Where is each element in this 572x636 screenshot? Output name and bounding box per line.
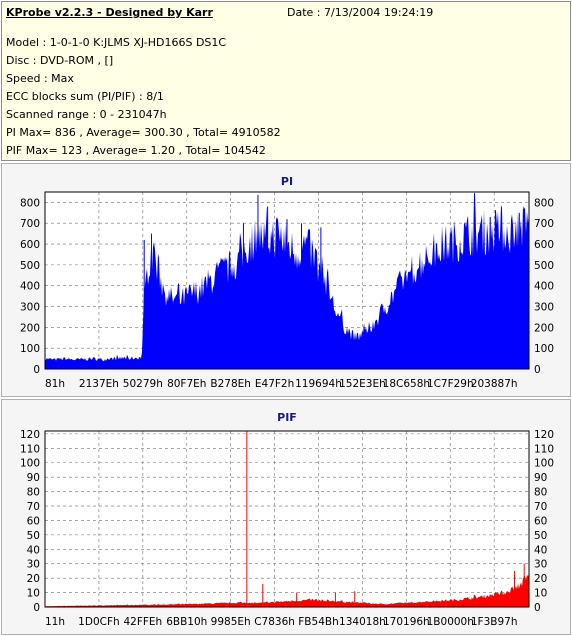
pif-ytick-label-right: 50	[534, 530, 547, 542]
pi-ytick-label-right: 800	[534, 197, 554, 209]
pif-ytick-label-left: 80	[27, 487, 40, 499]
pi-chart-panel: PI 0 0 100 100 200 200 300 300 400 400 500 500 600 600…	[1, 163, 571, 397]
pi-ytick-label-right: 100	[534, 343, 554, 355]
pi-plot-frame	[44, 191, 530, 370]
pif-xtick-label: 1B0000h	[427, 616, 474, 628]
app-title: KProbe v2.2.3 - Designed by Karr	[6, 6, 213, 19]
pi-xtick-label: 81h	[45, 378, 65, 390]
pif-ytick-label-right: 90	[534, 472, 547, 484]
info-range: Scanned range : 0 - 231047h	[6, 108, 167, 121]
pi-ytick-label-right: 500	[534, 260, 554, 272]
pi-ytick-label-left: 0	[33, 364, 40, 376]
pif-ytick-label-left: 10	[27, 588, 40, 600]
pif-chart-panel: PIF 0 0 10 10 20 20 30 30 40 40 50 50 60 60 70 70 80 80 90 9…	[1, 399, 571, 635]
pi-xtick-label: 203887h	[471, 378, 518, 390]
pi-ytick-label-left: 300	[20, 302, 40, 314]
scan-date: Date : 7/13/2004 19:24:19	[287, 6, 434, 19]
pi-xtick-label: E47F2h	[255, 378, 294, 390]
pif-xtick-label: C7836h	[254, 616, 295, 628]
pi-ytick-label-right: 200	[534, 322, 554, 334]
pi-ytick-label-left: 100	[20, 343, 40, 355]
pif-chart-title: PIF	[277, 411, 297, 424]
pi-ytick-label-left: 600	[20, 239, 40, 251]
pif-ytick-label-left: 120	[20, 429, 40, 441]
info-ecc: ECC blocks sum (PI/PIF) : 8/1	[6, 90, 164, 103]
pif-chart: PIF 0 0 10 10 20 20 30 30 40 40 50 50 60 60 70 70 80 80 90 9…	[20, 411, 554, 628]
pif-ytick-label-left: 20	[27, 573, 40, 585]
info-model: Model : 1-0-1-0 K:JLMS XJ-HD166S DS1C	[6, 36, 227, 49]
pi-xtick-label: 2137Eh	[79, 378, 119, 390]
info-panel: KProbe v2.2.3 - Designed by Karr Date : …	[1, 1, 571, 161]
pi-ytick-label-left: 700	[20, 218, 40, 230]
pif-ytick-label-right: 20	[534, 573, 547, 585]
pif-xtick-label: 134018h	[339, 616, 386, 628]
pif-ytick-label-left: 70	[27, 501, 40, 513]
pi-xtick-label: 80F7Eh	[167, 378, 206, 390]
pif-ytick-label-left: 100	[20, 458, 40, 470]
pi-xtick-label: 50279h	[123, 378, 163, 390]
pi-chart: PI 0 0 100 100 200 200 300 300 400 400 500 500 600 600…	[20, 175, 554, 390]
pi-xtick-label: 1C7F29h	[427, 378, 474, 390]
pif-xtick-label: 9985Eh	[211, 616, 251, 628]
pif-ytick-label-left: 50	[27, 530, 40, 542]
pif-ytick-label-right: 110	[534, 443, 554, 455]
pif-ytick-label-left: 60	[27, 515, 40, 527]
pif-ytick-label-right: 100	[534, 458, 554, 470]
pi-ytick-label-right: 0	[534, 364, 541, 376]
pi-xtick-label: B278Eh	[210, 378, 251, 390]
info-speed: Speed : Max	[6, 72, 74, 85]
pif-xtick-label: 42FFEh	[123, 616, 162, 628]
pif-ytick-label-right: 60	[534, 515, 547, 527]
pif-plot-frame	[44, 430, 530, 608]
pif-xtick-label: 1F3B97h	[471, 616, 518, 628]
pif-xtick-label: 1D0CFh	[78, 616, 119, 628]
pif-xtick-label: FB54Bh	[298, 616, 338, 628]
pi-ytick-label-left: 200	[20, 322, 40, 334]
pi-chart-title: PI	[281, 175, 293, 188]
pi-ytick-label-left: 500	[20, 260, 40, 272]
pi-xtick-label: 119694h	[295, 378, 342, 390]
pi-xtick-label: 152E3Eh	[339, 378, 386, 390]
pi-ytick-label-right: 400	[534, 281, 554, 293]
pif-ytick-label-right: 0	[534, 602, 541, 614]
pif-ytick-label-right: 10	[534, 588, 547, 600]
pif-ytick-label-right: 80	[534, 487, 547, 499]
pif-ytick-label-left: 0	[33, 602, 40, 614]
info-pi-stats: PI Max= 836 , Average= 300.30 , Total= 4…	[6, 126, 281, 139]
pi-xtick-label: 18C658h	[383, 378, 430, 390]
info-pif-stats: PIF Max= 123 , Average= 1.20 , Total= 10…	[6, 144, 266, 157]
pi-ytick-label-left: 800	[20, 197, 40, 209]
pif-ytick-label-left: 40	[27, 544, 40, 556]
pif-plot-area	[44, 430, 530, 608]
pif-ytick-label-right: 70	[534, 501, 547, 513]
pif-ytick-label-right: 40	[534, 544, 547, 556]
pi-ytick-label-right: 700	[534, 218, 554, 230]
pif-xtick-label: 6BB10h	[166, 616, 207, 628]
pif-xtick-label: 11h	[45, 616, 65, 628]
pif-ytick-label-right: 120	[534, 429, 554, 441]
pi-ytick-label-right: 600	[534, 239, 554, 251]
info-disc: Disc : DVD-ROM , []	[6, 54, 114, 67]
pi-ytick-label-left: 400	[20, 281, 40, 293]
pi-ytick-label-right: 300	[534, 302, 554, 314]
pif-ytick-label-left: 30	[27, 559, 40, 571]
pif-ytick-label-left: 110	[20, 443, 40, 455]
pif-data-area	[45, 573, 529, 607]
pif-ytick-label-left: 90	[27, 472, 40, 484]
pif-ytick-label-right: 30	[534, 559, 547, 571]
pif-xtick-label: 170196h	[383, 616, 430, 628]
